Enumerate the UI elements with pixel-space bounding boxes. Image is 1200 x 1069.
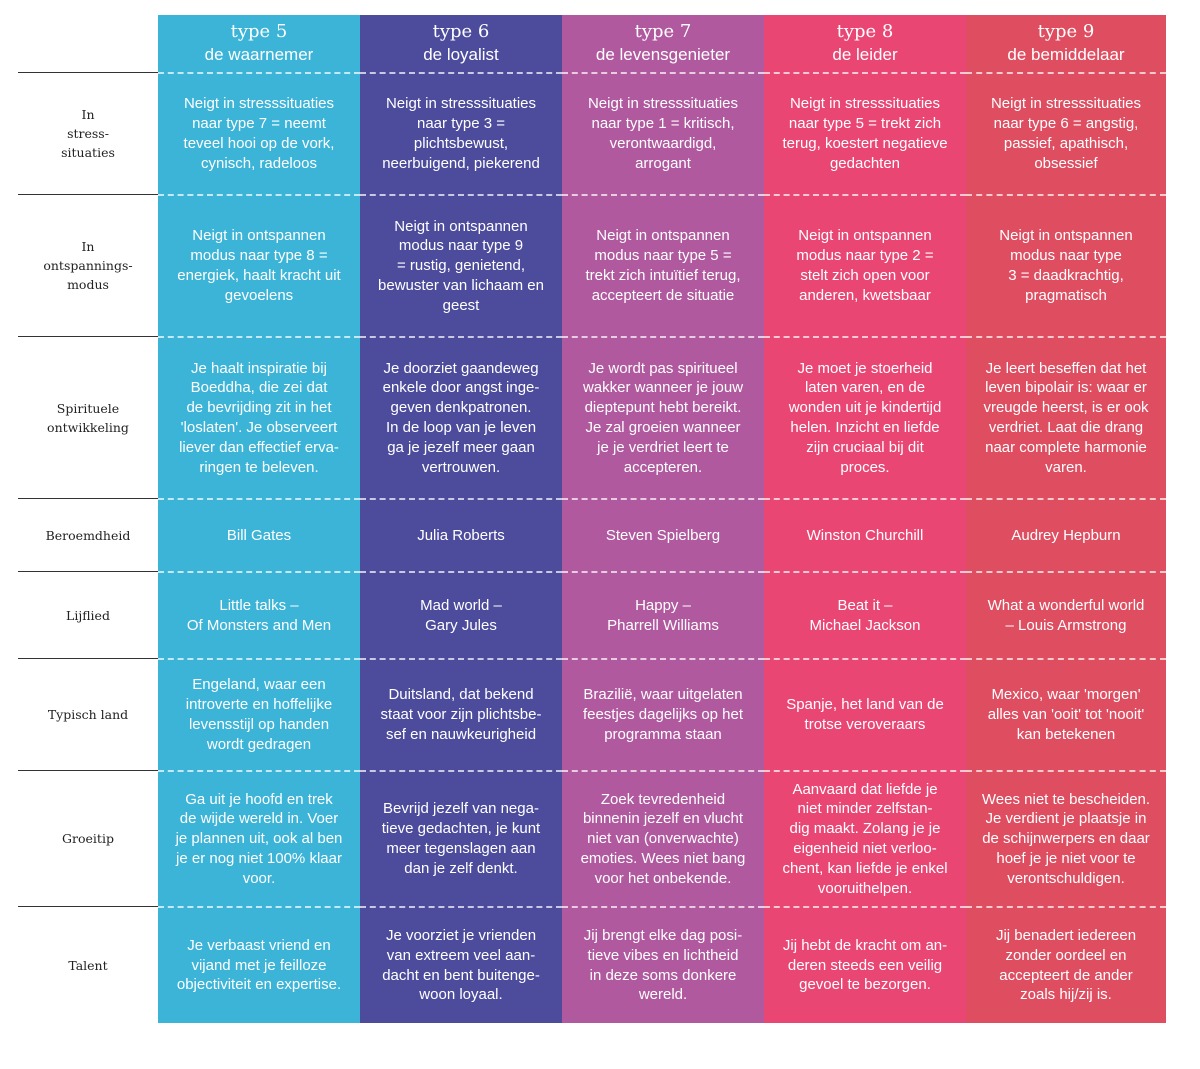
column-header: type 8 de leider (764, 15, 966, 72)
table-cell: Neigt in ontspannen modus naar type 2 = … (764, 194, 966, 336)
row-label: Lijflied (18, 571, 158, 658)
table-cell: Spanje, het land van de trotse veroveraa… (764, 658, 966, 770)
table-cell: Mad world – Gary Jules (360, 571, 562, 658)
row-label: Groeitip (18, 770, 158, 906)
table-cell: What a wonderful world – Louis Armstrong (966, 571, 1166, 658)
column-header: type 7 de levensgenieter (562, 15, 764, 72)
table-cell: Audrey Hepburn (966, 498, 1166, 571)
table-cell: Jij brengt elke dag posi- tieve vibes en… (562, 906, 764, 1023)
table-cell: Beat it – Michael Jackson (764, 571, 966, 658)
table-cell: Ga uit je hoofd en trek de wijde wereld … (158, 770, 360, 906)
row-label: Spirituele ontwikkeling (18, 336, 158, 498)
type-number: type 8 (836, 20, 894, 42)
table-cell: Neigt in stresssituaties naar type 7 = n… (158, 72, 360, 194)
row-label-text: Spirituele ontwikkeling (47, 400, 129, 435)
table-cell: Je leert beseffen dat het leven bipolair… (966, 336, 1166, 498)
table-cell: Mexico, waar 'morgen' alles van 'ooit' t… (966, 658, 1166, 770)
type-name: de waarnemer (204, 44, 314, 64)
type-number: type 5 (230, 20, 288, 42)
table-corner (18, 15, 158, 72)
table-cell: Brazilië, waar uitgelaten feestjes dagel… (562, 658, 764, 770)
table-cell: Neigt in ontspannen modus naar type 5 = … (562, 194, 764, 336)
row-label-text: Typisch land (47, 707, 129, 722)
table-cell: Winston Churchill (764, 498, 966, 571)
table-cell: Little talks – Of Monsters and Men (158, 571, 360, 658)
row-label: Beroemdheid (18, 498, 158, 571)
table-cell: Je doorziet gaandeweg enkele door angst … (360, 336, 562, 498)
table-cell: Je voorziet je vrienden van extreem veel… (360, 906, 562, 1023)
row-label-text: Lijflied (66, 607, 110, 623)
table-cell: Je haalt inspiratie bij Boeddha, die zei… (158, 336, 360, 498)
table-cell: Neigt in ontspannen modus naar type 3 = … (966, 194, 1166, 336)
row-label-text: In stress- situaties (61, 107, 115, 160)
table-cell: Neigt in stresssituaties naar type 5 = t… (764, 72, 966, 194)
row-label-text: Groeitip (62, 831, 114, 846)
row-label: Talent (18, 906, 158, 1023)
row-label: In stress- situaties (18, 72, 158, 194)
column-header: type 6 de loyalist (360, 15, 562, 72)
table-cell: Je wordt pas spiritueel wakker wanneer j… (562, 336, 764, 498)
table-cell: Happy – Pharrell Williams (562, 571, 764, 658)
table-cell: Neigt in ontspannen modus naar type 8 = … (158, 194, 360, 336)
row-label: In ontspannings- modus (18, 194, 158, 336)
table-cell: Jij benadert iedereen zonder oordeel en … (966, 906, 1166, 1023)
type-number: type 7 (634, 20, 692, 42)
table-cell: Wees niet te bescheiden. Je verdient je … (966, 770, 1166, 906)
column-header: type 5 de waarnemer (158, 15, 360, 72)
table-cell: Zoek tevredenheid binnenin jezelf en vlu… (562, 770, 764, 906)
table-cell: Duitsland, dat bekend staat voor zijn pl… (360, 658, 562, 770)
table-cell: Bevrijd jezelf van nega- tieve gedachten… (360, 770, 562, 906)
type-name: de levensgenieter (595, 44, 731, 64)
table-cell: Engeland, waar een introverte en hoffeli… (158, 658, 360, 770)
type-name: de loyalist (423, 44, 499, 64)
type-number: type 9 (1037, 20, 1095, 42)
table-cell: Aanvaard dat liefde je niet minder zelfs… (764, 770, 966, 906)
type-number: type 6 (432, 20, 490, 42)
column-header: type 9 de bemiddelaar (966, 15, 1166, 72)
table-cell: Neigt in stresssituaties naar type 1 = k… (562, 72, 764, 194)
row-label: Typisch land (18, 658, 158, 770)
row-label-text: In ontspannings- modus (43, 239, 133, 292)
table-cell: Bill Gates (158, 498, 360, 571)
table-cell: Je moet je stoerheid laten varen, en de … (764, 336, 966, 498)
enneagram-table: type 5 de waarnemer type 6 de loyalist typ… (18, 15, 1166, 1023)
table-cell: Neigt in stresssituaties naar type 6 = a… (966, 72, 1166, 194)
table-cell: Je verbaast vriend en vijand met je feil… (158, 906, 360, 1023)
table-cell: Neigt in stresssituaties naar type 3 = p… (360, 72, 562, 194)
table-cell: Steven Spielberg (562, 498, 764, 571)
row-label-text: Beroemdheid (45, 527, 131, 543)
table-cell: Jij hebt de kracht om an- deren steeds e… (764, 906, 966, 1023)
type-name: de bemiddelaar (1007, 44, 1125, 64)
row-label-text: Talent (68, 957, 108, 973)
table-cell: Julia Roberts (360, 498, 562, 571)
type-name: de leider (832, 44, 898, 64)
table-cell: Neigt in ontspannen modus naar type 9 = … (360, 194, 562, 336)
